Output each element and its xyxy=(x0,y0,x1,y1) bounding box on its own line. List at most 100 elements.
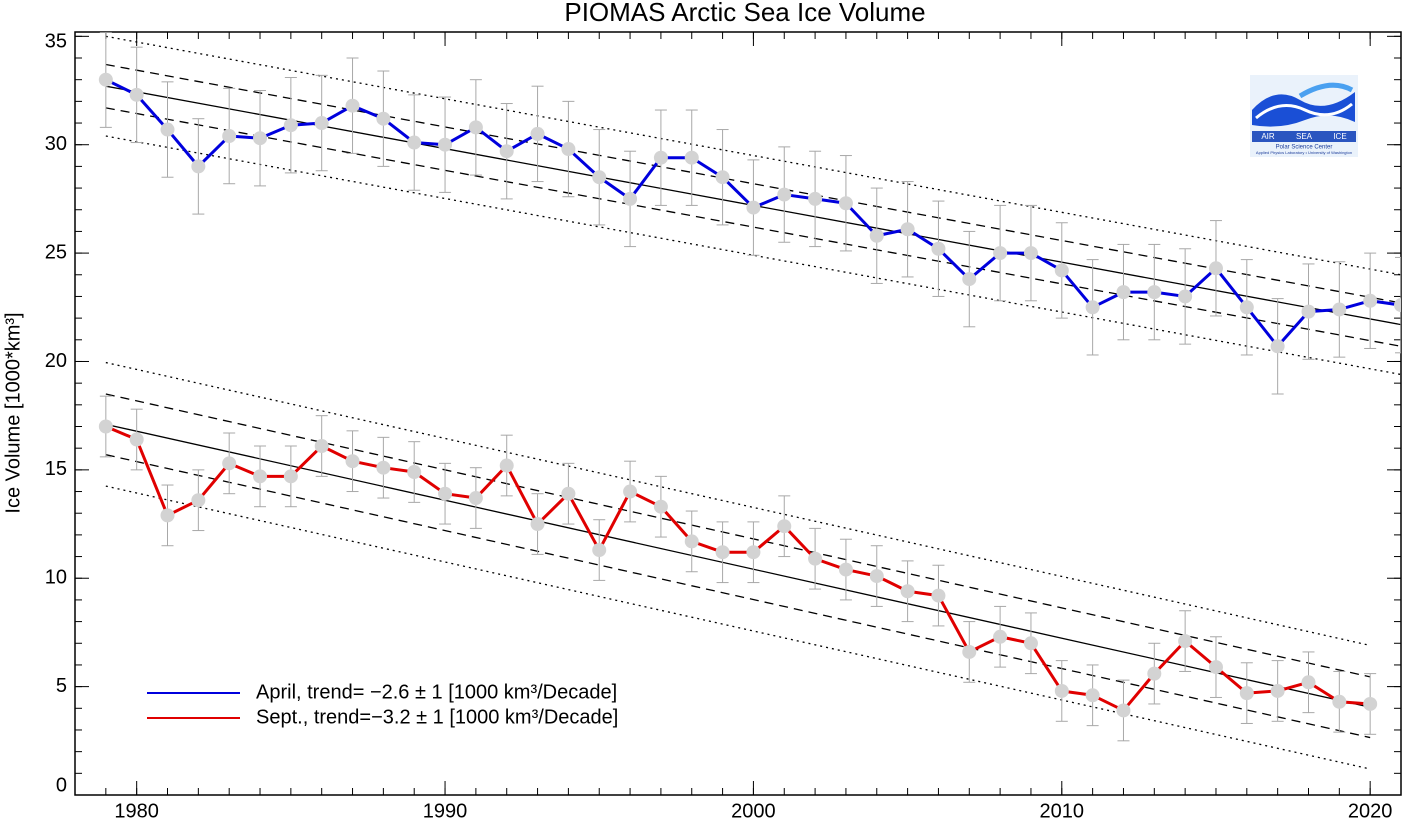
data-point xyxy=(561,486,576,501)
trend-band-inner xyxy=(105,393,1371,678)
legend: April, trend= −2.6 ± 1 [1000 km³/Decade]… xyxy=(147,681,618,728)
logo-wave xyxy=(1255,102,1353,120)
data-point xyxy=(592,543,607,558)
data-point xyxy=(98,419,113,434)
data-point xyxy=(900,222,915,237)
data-point xyxy=(314,116,329,131)
data-point xyxy=(253,469,268,484)
data-point xyxy=(407,135,422,150)
plot-area xyxy=(98,32,1401,770)
data-point xyxy=(715,170,730,185)
data-point xyxy=(869,569,884,584)
data-point xyxy=(653,499,668,514)
chart-title: PIOMAS Arctic Sea Ice Volume xyxy=(564,0,925,27)
data-point xyxy=(468,120,483,135)
x-tick-label: 1980 xyxy=(114,800,159,822)
logo-text: AIR xyxy=(1261,132,1275,141)
data-point xyxy=(438,486,453,501)
data-point xyxy=(684,534,699,549)
legend-label: April, trend= −2.6 ± 1 [1000 km³/Decade] xyxy=(256,681,617,703)
x-tick-label: 2000 xyxy=(731,800,776,822)
data-point xyxy=(561,142,576,157)
data-point xyxy=(1178,634,1193,649)
data-point xyxy=(1332,694,1347,709)
data-point xyxy=(592,170,607,185)
y-axis-label: Ice Volume [1000*km³] xyxy=(2,312,24,513)
data-point xyxy=(993,246,1008,261)
logo-text: Polar Science Center xyxy=(1276,145,1333,151)
data-point xyxy=(1116,703,1131,718)
data-point xyxy=(808,191,823,206)
data-point xyxy=(777,519,792,534)
data-point xyxy=(407,465,422,480)
data-point xyxy=(1208,660,1223,675)
data-point xyxy=(653,150,668,165)
data-point xyxy=(746,545,761,560)
error-bar xyxy=(1395,256,1401,354)
data-point xyxy=(1147,666,1162,681)
data-point xyxy=(962,644,977,659)
data-point xyxy=(129,87,144,102)
y-tick-label: 15 xyxy=(45,458,67,480)
data-point xyxy=(530,126,545,141)
data-point xyxy=(623,191,638,206)
data-point xyxy=(376,111,391,126)
data-point xyxy=(499,144,514,159)
data-point xyxy=(623,484,638,499)
data-point xyxy=(1085,688,1100,703)
data-point xyxy=(1270,339,1285,354)
trend-band-outer xyxy=(105,361,1371,647)
data-point xyxy=(1116,285,1131,300)
y-tick-label: 35 xyxy=(45,30,67,52)
data-point xyxy=(283,118,298,133)
data-point xyxy=(530,517,545,532)
data-point xyxy=(314,439,329,454)
logo-wave xyxy=(1298,82,1354,99)
data-point xyxy=(900,584,915,599)
data-point xyxy=(1085,300,1100,315)
data-point xyxy=(1023,636,1038,651)
data-point xyxy=(129,432,144,447)
data-point xyxy=(993,629,1008,644)
legend-label: Sept., trend=−3.2 ± 1 [1000 km³/Decade] xyxy=(256,706,618,728)
data-point xyxy=(746,200,761,215)
data-point xyxy=(1178,289,1193,304)
data-point xyxy=(1363,293,1378,308)
data-point xyxy=(1023,246,1038,261)
logo-text: ICE xyxy=(1333,132,1346,141)
y-tick-label: 25 xyxy=(45,241,67,263)
data-point xyxy=(345,98,360,113)
data-point xyxy=(1332,302,1347,317)
data-point xyxy=(222,129,237,144)
data-point xyxy=(838,562,853,577)
data-point xyxy=(1394,298,1401,313)
data-point xyxy=(438,137,453,152)
data-point xyxy=(931,241,946,256)
data-point xyxy=(98,72,113,87)
x-tick-label: 2010 xyxy=(1040,800,1085,822)
data-point xyxy=(684,150,699,165)
logo: AIR SEA ICE Polar Science Center Applied… xyxy=(1250,75,1358,157)
data-point xyxy=(499,458,514,473)
data-point xyxy=(838,196,853,211)
data-point xyxy=(1208,261,1223,276)
y-tick-label: 10 xyxy=(45,567,67,589)
y-tick-label: 5 xyxy=(56,675,67,697)
data-point xyxy=(191,159,206,174)
data-point xyxy=(160,508,175,523)
y-tick-label: 0 xyxy=(56,774,67,796)
y-tick-label: 20 xyxy=(45,350,67,372)
data-point xyxy=(1301,304,1316,319)
data-point xyxy=(253,131,268,146)
logo-text: SEA xyxy=(1296,132,1313,141)
trend-band-inner xyxy=(105,454,1371,739)
x-tick-label: 2020 xyxy=(1348,800,1393,822)
data-point xyxy=(1147,285,1162,300)
data-point xyxy=(1054,263,1069,278)
trend-line xyxy=(105,423,1371,708)
data-point xyxy=(222,456,237,471)
data-point xyxy=(1239,300,1254,315)
logo-text: Applied Physics Laboratory • University … xyxy=(1256,150,1352,155)
x-tick-label: 1990 xyxy=(423,800,468,822)
